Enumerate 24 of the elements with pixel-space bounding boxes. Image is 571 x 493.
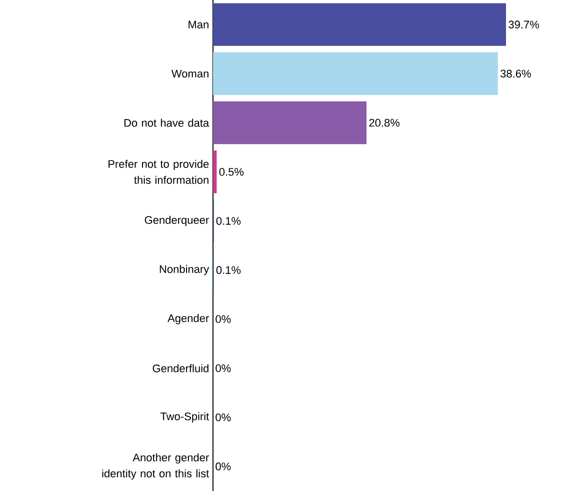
data-label: 0% [216, 364, 231, 372]
y-tick-label: Genderqueer [144, 216, 209, 226]
bar [213, 3, 506, 46]
y-tick-label: Woman [171, 70, 208, 78]
data-label: 0.1% [216, 217, 241, 225]
y-tick-label: Man [188, 20, 208, 28]
bar [213, 150, 217, 194]
y-tick-label: Nonbinary [160, 264, 210, 276]
data-label: 0.5% [219, 168, 244, 176]
y-tick-label: Genderfluid [152, 364, 208, 372]
y-tick-label: Do not have data [124, 118, 210, 127]
data-label: 0% [216, 315, 231, 324]
y-tick-label: Another gender identity not on this list [102, 453, 210, 480]
y-tick-label: Agender [168, 314, 209, 324]
y-tick-label: Two-Spirit [160, 412, 210, 422]
data-label: 0% [216, 413, 231, 422]
bar [213, 52, 498, 96]
data-label: 0.1% [216, 266, 241, 274]
data-label: 38.6% [500, 70, 531, 78]
data-label: 39.7% [508, 20, 539, 28]
y-tick-label: Prefer not to provide this information [108, 160, 209, 184]
bar [213, 101, 367, 144]
data-label: 0% [216, 462, 231, 470]
data-label: 20.8% [369, 118, 400, 127]
